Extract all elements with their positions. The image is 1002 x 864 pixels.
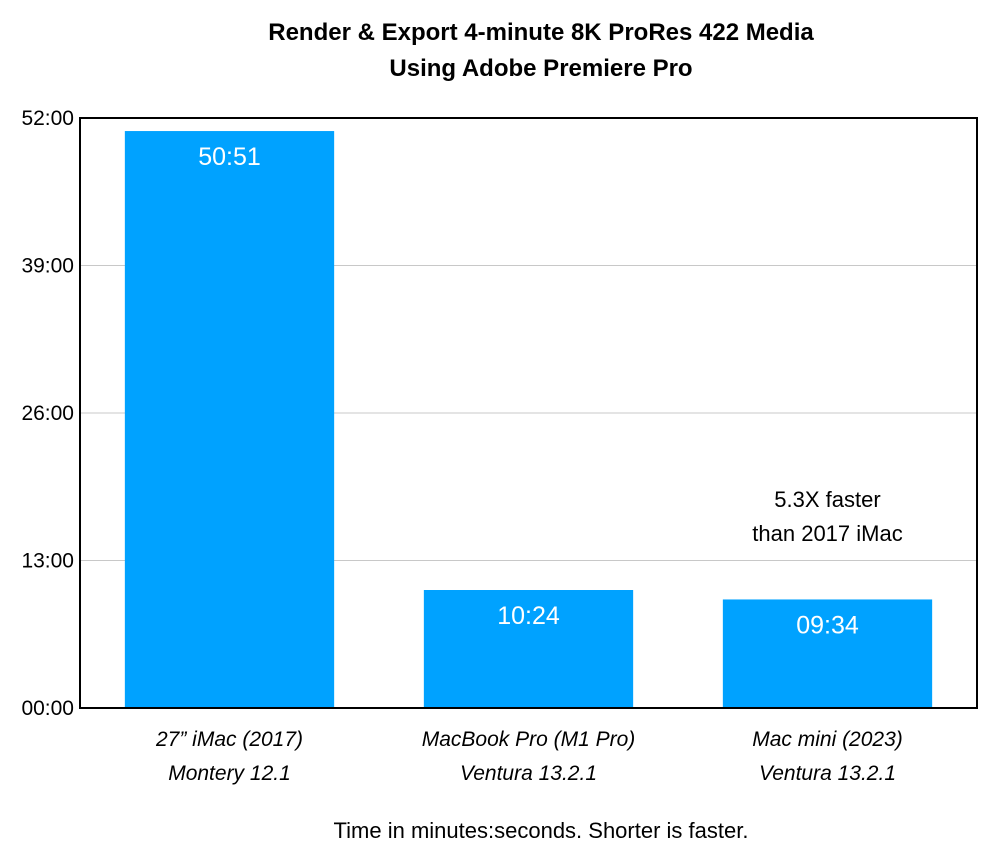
chart-title-line-2: Using Adobe Premiere Pro [389,55,692,82]
x-category-label: MacBook Pro (M1 Pro) [422,728,636,751]
x-category-label: Ventura 13.2.1 [460,762,597,785]
y-tick-label: 13:00 [21,550,74,573]
bar [722,599,933,708]
annotation-line-2: than 2017 iMac [752,521,902,546]
bars [124,131,933,708]
plot-frame [79,117,978,709]
annotation: 5.3X faster than 2017 iMac [752,487,902,546]
bar-data-labels: 50:51 10:24 09:34 [198,143,859,639]
x-axis-categories: 27” iMac (2017) Montery 12.1 MacBook Pro (… [155,728,903,785]
x-category-label: Mac mini (2023) [752,728,903,751]
y-tick-label: 39:00 [21,255,74,278]
x-category-label: 27” iMac (2017) [155,728,303,751]
chart-title: Render & Export 4-minute 8K ProRes 422 M… [268,19,814,82]
bar [124,131,335,708]
x-category-label: Ventura 13.2.1 [759,762,896,785]
bar [423,590,634,708]
bar-data-label: 09:34 [796,611,859,639]
bar-data-label: 50:51 [198,143,261,171]
annotation-line-1: 5.3X faster [774,487,880,512]
chart-title-line-1: Render & Export 4-minute 8K ProRes 422 M… [268,19,814,46]
x-category-label: Montery 12.1 [168,762,291,785]
y-tick-label: 26:00 [21,402,74,425]
y-tick-label: 00:00 [21,697,74,720]
bar-data-label: 10:24 [497,602,560,630]
y-tick-label: 52:00 [21,107,74,130]
y-axis-ticks: 00:00 13:00 26:00 39:00 52:00 [21,107,74,720]
x-axis-label: Time in minutes:seconds. Shorter is fast… [334,818,749,843]
